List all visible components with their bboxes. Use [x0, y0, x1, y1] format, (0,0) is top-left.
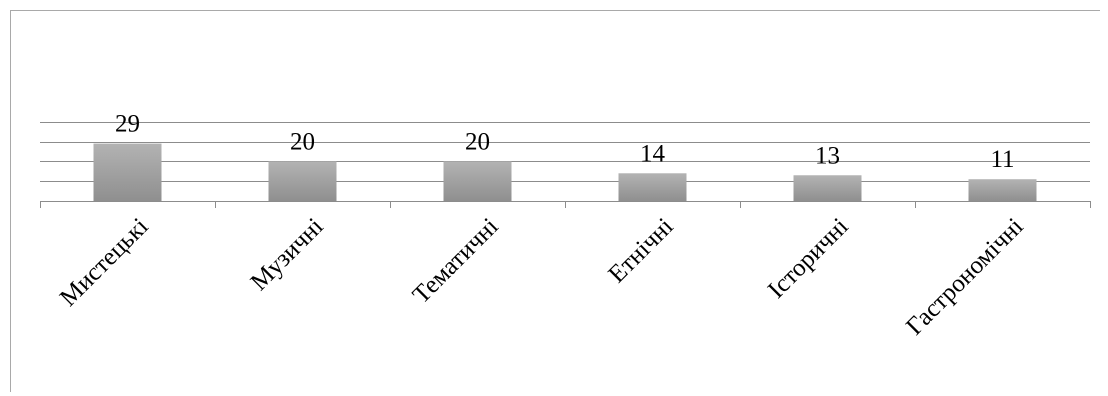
x-tick-labels: Мистецькі Музичні Тематичні Етнічні Історичн… [55, 213, 1029, 341]
bar [968, 179, 1037, 201]
x-tick-label: Історичні [763, 213, 854, 304]
data-label: 29 [115, 111, 140, 138]
bar [268, 161, 337, 201]
x-tick-label: Мистецькі [55, 213, 154, 312]
x-tick-label: Етнічні [603, 213, 678, 288]
data-label: 20 [465, 128, 490, 155]
data-label: 13 [815, 142, 840, 169]
x-axis [40, 201, 1091, 208]
x-tick-label: Гастрономічні [901, 213, 1029, 341]
x-tick-label: Тематичні [408, 213, 504, 309]
data-label: 20 [290, 128, 315, 155]
data-labels: 29 20 20 14 13 11 [115, 111, 1015, 174]
bar [618, 173, 687, 201]
chart-frame [10, 10, 1100, 392]
bars [93, 143, 1037, 201]
bar [93, 143, 162, 201]
data-label: 11 [990, 146, 1014, 173]
gridlines [40, 122, 1090, 182]
data-label: 14 [640, 140, 666, 167]
bar [793, 175, 862, 201]
x-tick-label: Музичні [246, 213, 329, 296]
bar [443, 161, 512, 201]
